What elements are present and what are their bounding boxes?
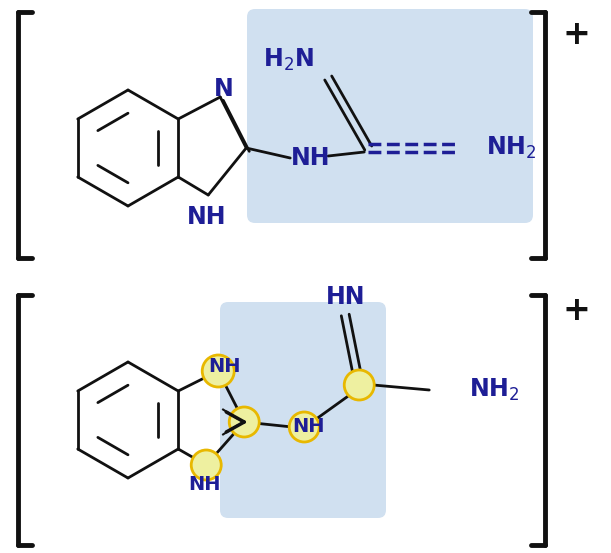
Text: NH: NH — [292, 418, 324, 436]
Text: +: + — [562, 18, 590, 51]
Text: NH$_2$: NH$_2$ — [486, 135, 536, 161]
Text: +: + — [562, 294, 590, 326]
FancyBboxPatch shape — [247, 9, 533, 223]
Text: NH: NH — [208, 357, 241, 377]
Text: H$_2$N: H$_2$N — [263, 47, 314, 73]
Text: NH: NH — [188, 476, 221, 494]
Circle shape — [191, 450, 221, 480]
Text: NH: NH — [186, 205, 226, 229]
Text: HN: HN — [326, 285, 365, 309]
Circle shape — [229, 407, 259, 437]
FancyBboxPatch shape — [220, 302, 386, 518]
Text: N: N — [214, 77, 234, 101]
Circle shape — [344, 370, 374, 400]
Text: NH: NH — [290, 146, 330, 170]
Circle shape — [289, 412, 319, 442]
Circle shape — [202, 355, 234, 387]
Text: NH$_2$: NH$_2$ — [469, 377, 519, 403]
